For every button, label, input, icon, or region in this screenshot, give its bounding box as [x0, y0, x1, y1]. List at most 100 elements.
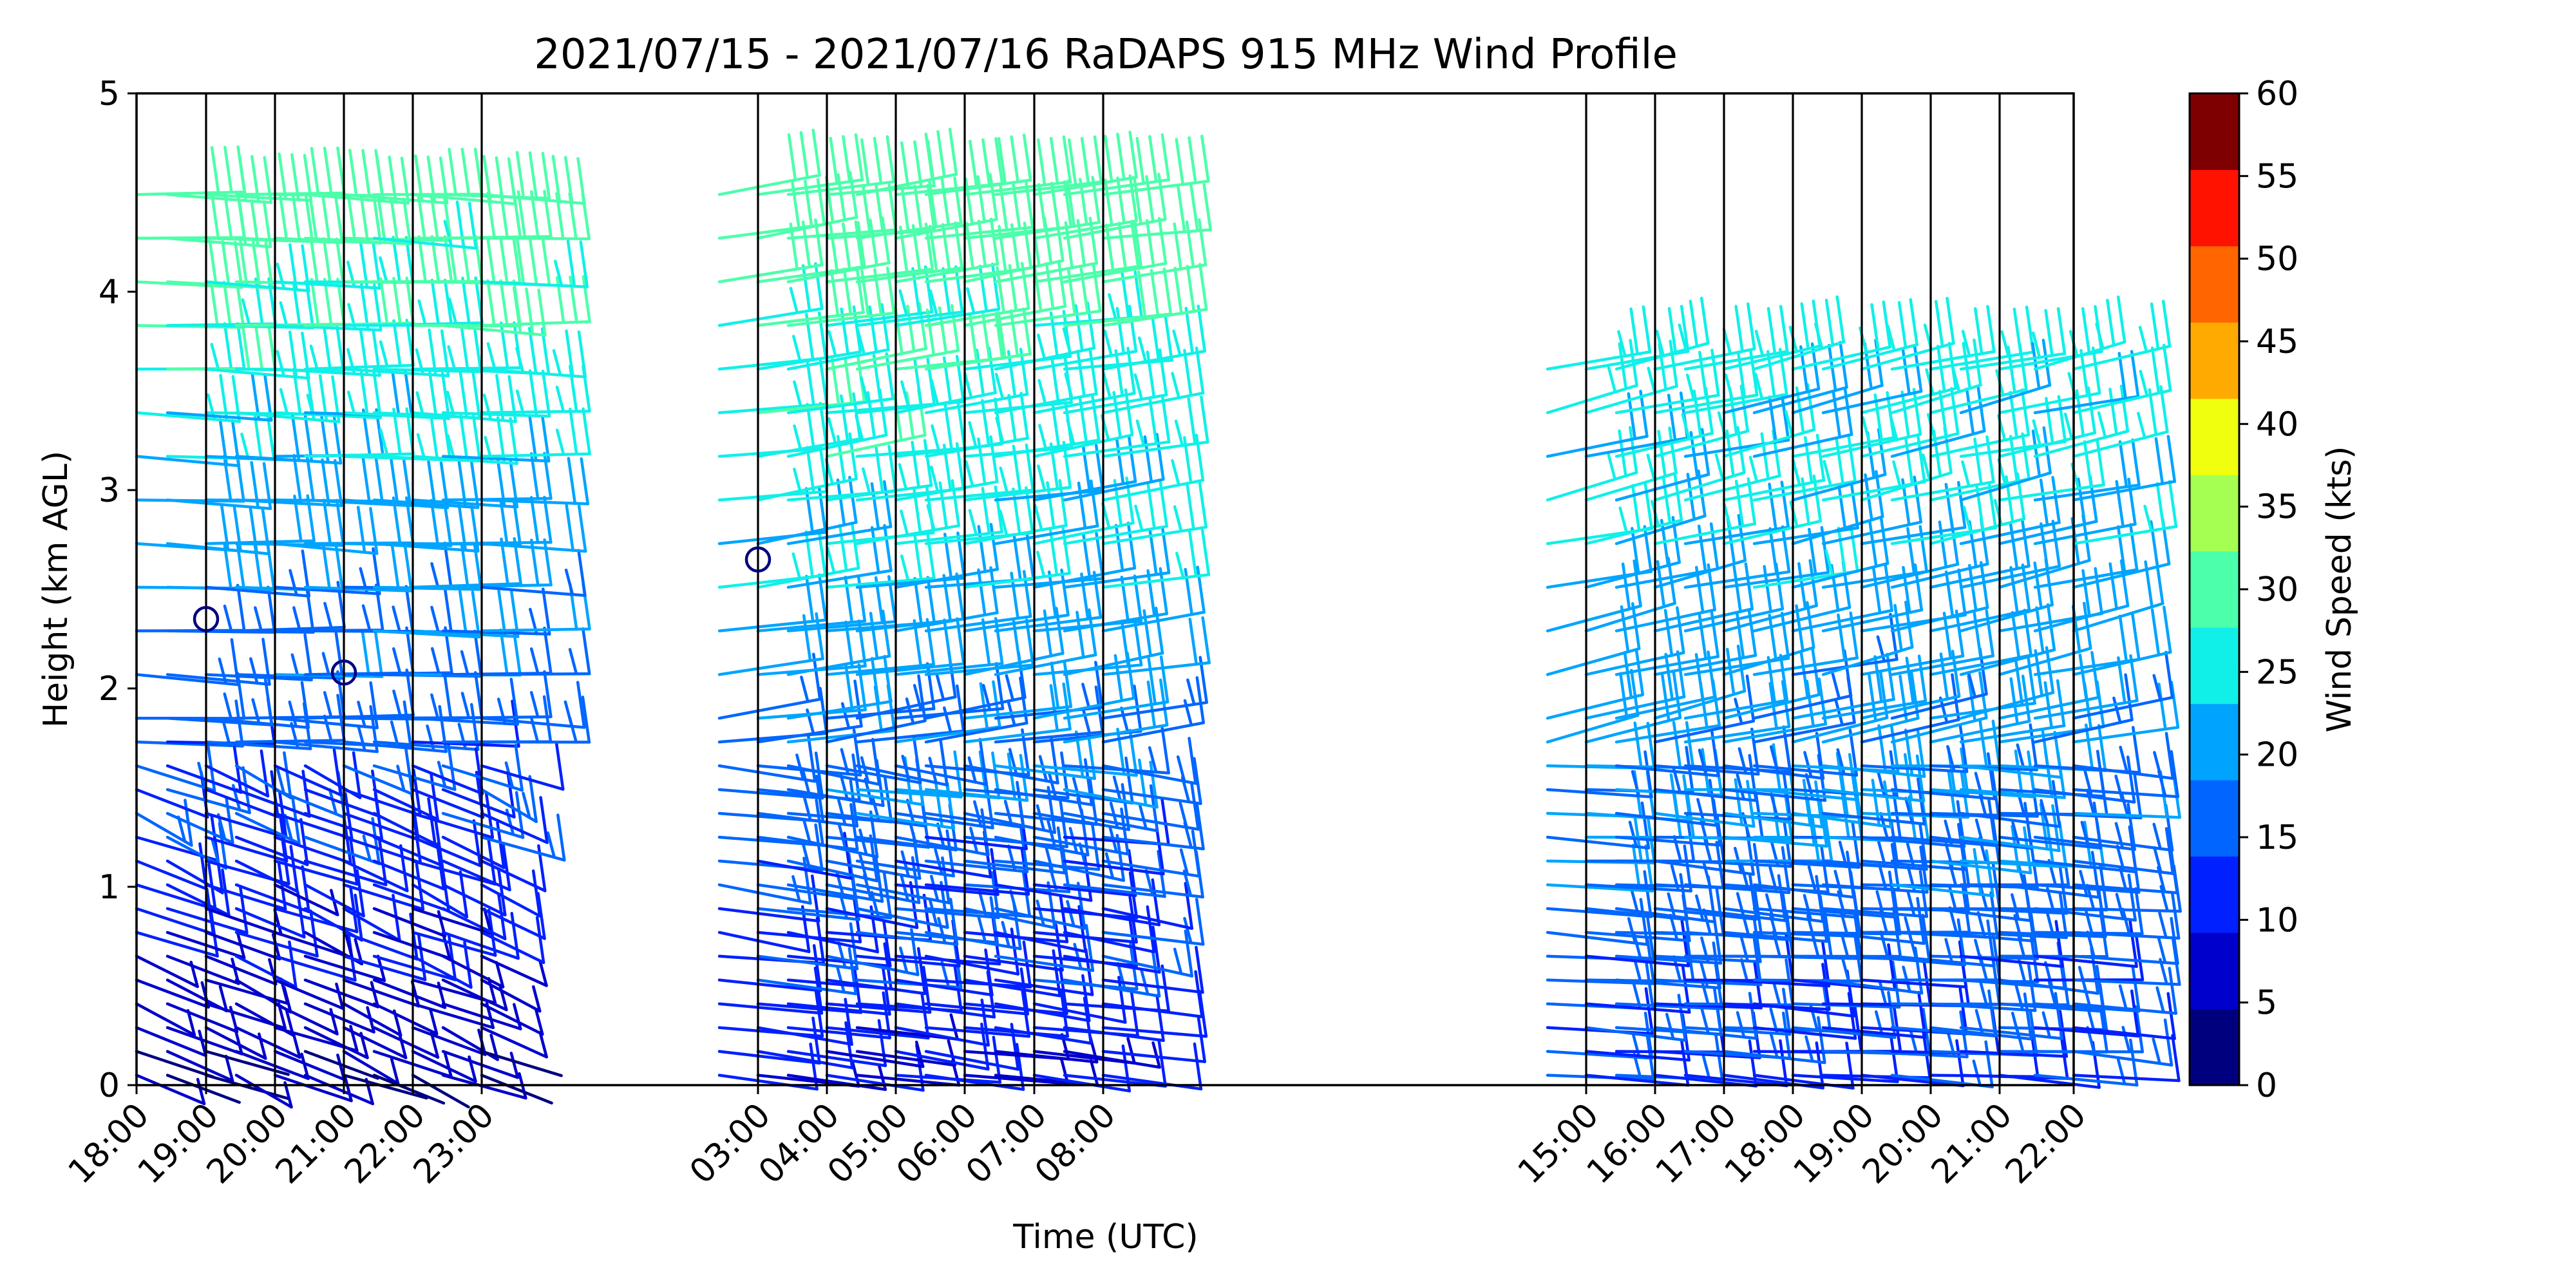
wind-barb-617 — [1101, 1015, 1206, 1063]
colorbar-segment-7 — [2190, 475, 2239, 552]
wind-barb-1017 — [2072, 732, 2175, 780]
wind-barb-876 — [1860, 609, 1965, 676]
wind-barb-812 — [1791, 1035, 1899, 1083]
wind-barb-36 — [166, 868, 231, 917]
wind-barb-393 — [825, 1040, 925, 1068]
wind-barb-417 — [825, 222, 934, 283]
wind-barb-93 — [234, 844, 299, 893]
wind-barb-298 — [480, 549, 587, 597]
wind-barb-104 — [234, 458, 343, 507]
wind-barb-926 — [1929, 519, 2031, 589]
colorbar-segment-10 — [2190, 245, 2239, 323]
wind-barb-620 — [1101, 945, 1204, 994]
wind-barb-597 — [1063, 827, 1165, 876]
wind-barb-285 — [480, 954, 548, 987]
colorbar-segment-12 — [2190, 93, 2239, 170]
colorbar-tick-label-0: 0 — [2256, 1066, 2277, 1105]
calm-markers — [193, 546, 772, 686]
wind-barb-1005 — [2072, 1018, 2174, 1067]
wind-barb-224 — [411, 1074, 470, 1109]
wind-barb-639 — [1101, 304, 1206, 371]
wind-barb-580 — [1032, 435, 1137, 502]
wind-barb-315 — [717, 874, 820, 923]
wind-barb-140 — [303, 1074, 375, 1106]
wind-barb-503 — [924, 133, 1032, 196]
y-tick-label-0: 0 — [99, 1066, 120, 1105]
calm-marker-0 — [193, 605, 220, 632]
wind-barb-416 — [825, 265, 934, 327]
wind-barb-116 — [273, 978, 345, 1010]
wind-barb-983 — [2033, 964, 2141, 1013]
wind-barb-924 — [1929, 609, 2032, 676]
wind-barb-985 — [2033, 920, 2138, 969]
wind-barb-638 — [1101, 346, 1205, 415]
wind-barb-257 — [441, 954, 505, 989]
wind-barb-629 — [1101, 737, 1197, 785]
wind-barb-643 — [1101, 135, 1210, 196]
wind-barb-997 — [2033, 559, 2130, 632]
wind-barb-292 — [480, 775, 538, 824]
colorbar-tick-label-55: 55 — [2256, 157, 2298, 196]
wind-barb-536 — [994, 948, 1094, 996]
colorbar-tick-label-35: 35 — [2256, 488, 2298, 527]
wind-barb-323 — [717, 652, 822, 720]
wind-barb-546 — [994, 685, 1104, 744]
wind-barb-901 — [1890, 561, 1989, 632]
wind-barb-66 — [204, 814, 289, 863]
wind-barb-354 — [756, 522, 860, 589]
wind-barb-370 — [786, 905, 879, 954]
wind-barb-290 — [480, 813, 566, 862]
wind-barb-998 — [2033, 523, 2139, 589]
wind-barb-330 — [717, 357, 828, 415]
wind-barb-835 — [1791, 300, 1892, 371]
wind-barb-735 — [1653, 477, 1757, 545]
wind-barb-531 — [963, 135, 1072, 196]
wind-barb-261 — [441, 843, 511, 891]
wind-barb-286 — [480, 916, 545, 964]
wind-barb-730 — [1653, 674, 1756, 744]
wind-barb-168 — [342, 1074, 428, 1100]
wind-barb-684 — [1584, 606, 1685, 676]
wind-barb-365 — [786, 1019, 887, 1068]
wind-barb-386 — [786, 352, 895, 415]
wind-barb-170 — [342, 1026, 408, 1059]
wind-barb-177 — [342, 844, 409, 893]
wind-barb-199 — [372, 1002, 439, 1036]
wind-barb-808 — [1752, 435, 1857, 502]
y-tick-label-5: 5 — [99, 75, 120, 113]
wind-barb-616 — [1101, 1042, 1203, 1091]
wind-barb-640 — [1101, 263, 1208, 327]
wind-barb-610 — [1063, 348, 1168, 415]
wind-barb-1004 — [2072, 1034, 2181, 1083]
wind-barb-283 — [480, 1002, 544, 1036]
wind-barb-196 — [372, 1074, 446, 1105]
wind-barb-842 — [1821, 896, 1926, 945]
wind-barb-94 — [234, 818, 309, 866]
wind-barb-1003 — [2033, 295, 2126, 371]
wind-barb-627 — [1101, 782, 1200, 831]
wind-barb-1006 — [2072, 992, 2176, 1040]
wind-barb-3 — [135, 1002, 196, 1037]
wind-barb-41 — [166, 746, 243, 794]
colorbar-tick-label-30: 30 — [2256, 571, 2298, 609]
wind-barb-447 — [855, 128, 958, 196]
y-axis-label: Height (km AGL) — [37, 451, 75, 728]
wind-barb-291 — [480, 796, 549, 844]
wind-barb-282 — [480, 1026, 548, 1059]
wind-barb-952 — [1959, 426, 2052, 502]
wind-barb-951 — [1959, 476, 2061, 545]
wind-barb-473 — [894, 217, 999, 283]
wind-barb-796 — [1752, 850, 1855, 899]
wind-barb-293 — [480, 743, 565, 791]
y-tick-label-2: 2 — [99, 670, 120, 708]
wind-barb-559 — [994, 135, 1103, 196]
wind-barb-120 — [273, 883, 339, 916]
wind-barb-595 — [1063, 878, 1161, 927]
wind-barb-760 — [1683, 429, 1781, 502]
wind-barb-996 — [2033, 612, 2141, 676]
wind-barb-1024 — [2072, 435, 2177, 502]
wind-barb-859 — [1821, 298, 1918, 371]
wind-barb-659 — [1546, 648, 1645, 720]
wind-barb-928 — [1929, 432, 2031, 502]
wind-barb-206 — [372, 819, 444, 867]
